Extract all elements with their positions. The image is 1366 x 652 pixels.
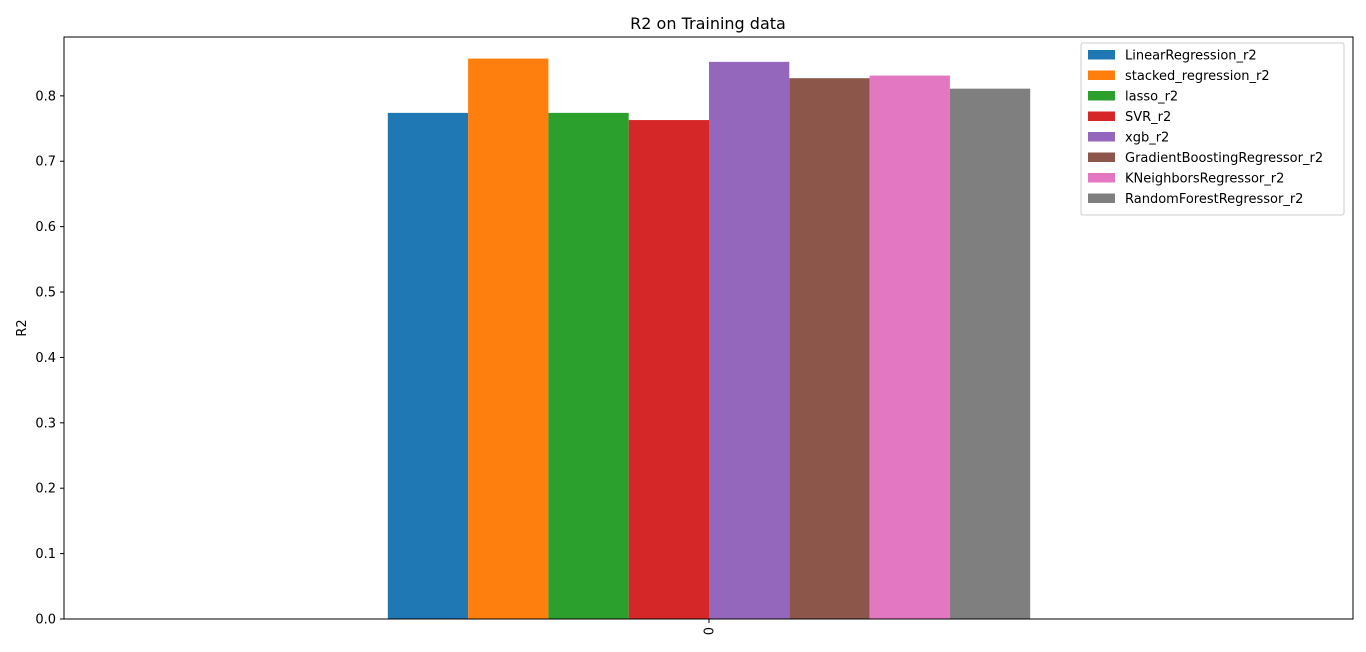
y-axis-label: R2 — [15, 319, 30, 336]
legend-swatch-SVR_r2 — [1088, 111, 1115, 121]
bar-RandomForestRegressor_r2 — [949, 88, 1031, 619]
chart-title: R2 on Training data — [630, 14, 786, 33]
legend-label-xgb_r2: xgb_r2 — [1125, 131, 1169, 146]
legend-box — [1080, 42, 1345, 216]
bars-layer — [387, 58, 1031, 620]
y-ticks-layer: 0.0 0.1 0.2 0.3 0.4 0.5 0.6 0.7 0.8 — [35, 89, 64, 628]
legend-swatch-KNeighborsRegressor_r2 — [1088, 173, 1115, 183]
y-tick-label: 0.2 — [35, 482, 56, 497]
y-tick-label: 0.7 — [35, 155, 56, 170]
legend-label-KNeighborsRegressor_r2: KNeighborsRegressor_r2 — [1125, 172, 1284, 187]
x-ticks-layer: 0 — [703, 619, 718, 635]
bar-LinearRegression_r2 — [387, 112, 469, 620]
legend-label-stacked_regression_r2: stacked_regression_r2 — [1125, 69, 1270, 84]
legend-label-RandomForestRegressor_r2: RandomForestRegressor_r2 — [1125, 192, 1303, 207]
legend-label-SVR_r2: SVR_r2 — [1125, 110, 1171, 125]
y-tick-label: 0.0 — [35, 613, 56, 628]
y-tick-label: 0.3 — [35, 416, 56, 431]
legend-swatch-stacked_regression_r2 — [1088, 70, 1115, 80]
legend-swatch-RandomForestRegressor_r2 — [1088, 193, 1115, 203]
plot-frame — [63, 36, 1354, 620]
legend-swatch-lasso_r2 — [1088, 91, 1115, 101]
bar-xgb_r2 — [709, 61, 790, 620]
bar-SVR_r2 — [628, 120, 709, 620]
bar-KNeighborsRegressor_r2 — [869, 75, 950, 619]
y-tick-label: 0.6 — [35, 220, 56, 235]
legend-swatch-GradientBoostingRegressor_r2 — [1088, 152, 1115, 162]
legend-label-lasso_r2: lasso_r2 — [1125, 90, 1178, 105]
y-tick-label: 0.5 — [35, 286, 56, 301]
y-tick-label: 0.4 — [35, 351, 56, 366]
x-tick-label: 0 — [703, 627, 718, 635]
y-tick-label: 0.8 — [35, 89, 56, 104]
legend-label-LinearRegression_r2: LinearRegression_r2 — [1125, 49, 1257, 64]
legend: LinearRegression_r2 stacked_regression_r2… — [1080, 42, 1345, 216]
y-tick-label: 0.1 — [35, 547, 56, 562]
bar-lasso_r2 — [548, 112, 629, 620]
bar-GradientBoostingRegressor_r2 — [789, 78, 870, 619]
legend-label-GradientBoostingRegressor_r2: GradientBoostingRegressor_r2 — [1125, 151, 1323, 166]
legend-swatch-LinearRegression_r2 — [1088, 50, 1115, 60]
bar-stacked_regression_r2 — [468, 58, 549, 619]
legend-swatch-xgb_r2 — [1088, 132, 1115, 142]
